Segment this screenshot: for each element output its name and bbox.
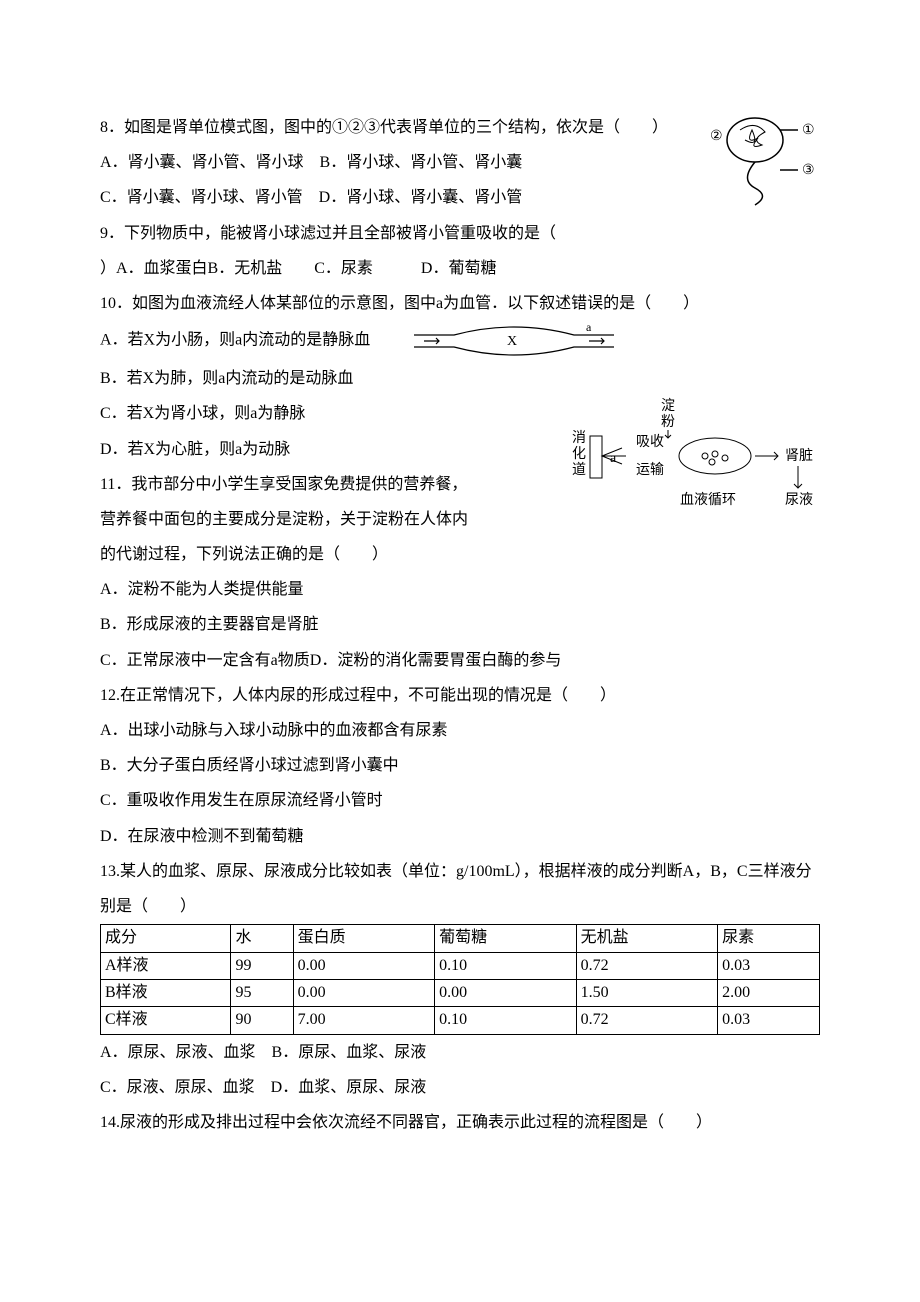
met-top2: 粉 bbox=[661, 414, 675, 430]
q12-opt-c: C．重吸收作用发生在原尿流经肾小管时 bbox=[100, 783, 820, 818]
nephron-diagram: ① ② ③ bbox=[700, 110, 820, 223]
th-5: 尿素 bbox=[718, 925, 820, 952]
td: 90 bbox=[231, 1007, 293, 1034]
metabolism-diagram: 淀 粉 消 化 道 吸收 a 运输 肾脏 血液循环 尿液 bbox=[560, 396, 820, 529]
q12-opt-d: D．在尿液中检测不到葡萄糖 bbox=[100, 819, 820, 854]
table-row: B样液 95 0.00 0.00 1.50 2.00 bbox=[101, 979, 820, 1006]
q12-stem: 12.在正常情况下，人体内尿的形成过程中，不可能出现的情况是（ ） bbox=[100, 678, 820, 713]
td: C样液 bbox=[101, 1007, 231, 1034]
met-left1: 消 bbox=[572, 430, 586, 446]
td: 0.00 bbox=[293, 952, 435, 979]
td: 2.00 bbox=[718, 979, 820, 1006]
td: A样液 bbox=[101, 952, 231, 979]
td: 0.10 bbox=[435, 952, 577, 979]
nephron-label-2: ② bbox=[710, 129, 723, 144]
td: 1.50 bbox=[576, 979, 718, 1006]
vessel-label-x: X bbox=[507, 334, 517, 349]
met-a: a bbox=[610, 451, 617, 466]
table-row: C样液 90 7.00 0.10 0.72 0.03 bbox=[101, 1007, 820, 1034]
q11-opt-cd: C．正常尿液中一定含有a物质D．淀粉的消化需要胃蛋白酶的参与 bbox=[100, 643, 820, 678]
table-header-row: 成分 水 蛋白质 葡萄糖 无机盐 尿素 bbox=[101, 925, 820, 952]
met-left2: 化 bbox=[572, 446, 586, 462]
q10-stem: 10．如图为血液流经人体某部位的示意图，图中a为血管．以下叙述错误的是（ ） bbox=[100, 286, 820, 321]
met-blood: 血液循环 bbox=[680, 492, 736, 508]
q10-opt-a: A．若X为小肠，则a内流动的是静脉血 bbox=[100, 332, 370, 349]
q12-opt-b: B．大分子蛋白质经肾小球过滤到肾小囊中 bbox=[100, 748, 820, 783]
td: 0.00 bbox=[435, 979, 577, 1006]
q9-opts: ）A．血浆蛋白B．无机盐 C．尿素 D．葡萄糖 bbox=[100, 251, 820, 286]
q11-stem3: 的代谢过程，下列说法正确的是（ ） bbox=[100, 537, 820, 572]
met-top1: 淀 bbox=[661, 398, 675, 414]
th-4: 无机盐 bbox=[576, 925, 718, 952]
td: 0.03 bbox=[718, 952, 820, 979]
q11-opt-b: B．形成尿液的主要器官是肾脏 bbox=[100, 607, 820, 642]
q11-opt-a: A．淀粉不能为人类提供能量 bbox=[100, 572, 820, 607]
q13-stem: 13.某人的血浆、原尿、尿液成分比较如表（单位：g/100mL），根据样液的成分… bbox=[100, 854, 820, 924]
td: 7.00 bbox=[293, 1007, 435, 1034]
th-2: 蛋白质 bbox=[293, 925, 435, 952]
vessel-diagram: X a bbox=[404, 321, 624, 361]
met-left3: 道 bbox=[572, 462, 586, 478]
q13-table: 成分 水 蛋白质 葡萄糖 无机盐 尿素 A样液 99 0.00 0.10 0.7… bbox=[100, 924, 820, 1035]
met-trans: 运输 bbox=[636, 462, 664, 478]
td: 0.03 bbox=[718, 1007, 820, 1034]
q10-row-a: A．若X为小肠，则a内流动的是静脉血 X a bbox=[100, 321, 820, 361]
vessel-label-a: a bbox=[586, 321, 592, 334]
met-urine: 尿液 bbox=[785, 492, 813, 508]
q12-opt-a: A．出球小动脉与入球小动脉中的血液都含有尿素 bbox=[100, 713, 820, 748]
td: 0.72 bbox=[576, 1007, 718, 1034]
q14-stem: 14.尿液的形成及排出过程中会依次流经不同器官，正确表示此过程的流程图是（ ） bbox=[100, 1105, 820, 1140]
q10-opt-b: B．若X为肺，则a内流动的是动脉血 bbox=[100, 361, 820, 396]
td: 0.00 bbox=[293, 979, 435, 1006]
td: 0.72 bbox=[576, 952, 718, 979]
met-right: 肾脏 bbox=[785, 448, 813, 464]
td: B样液 bbox=[101, 979, 231, 1006]
th-0: 成分 bbox=[101, 925, 231, 952]
q13-opt-ab: A．原尿、尿液、血浆 B．原尿、血浆、尿液 bbox=[100, 1035, 820, 1070]
th-1: 水 bbox=[231, 925, 293, 952]
met-absorb: 吸收 bbox=[636, 434, 664, 450]
nephron-label-3: ③ bbox=[802, 163, 815, 178]
td: 0.10 bbox=[435, 1007, 577, 1034]
td: 99 bbox=[231, 952, 293, 979]
th-3: 葡萄糖 bbox=[435, 925, 577, 952]
table-row: A样液 99 0.00 0.10 0.72 0.03 bbox=[101, 952, 820, 979]
td: 95 bbox=[231, 979, 293, 1006]
nephron-svg: ① ② ③ bbox=[700, 110, 820, 210]
nephron-label-1: ① bbox=[802, 123, 815, 138]
q13-opt-cd: C．尿液、原尿、血浆 D．血浆、原尿、尿液 bbox=[100, 1070, 820, 1105]
